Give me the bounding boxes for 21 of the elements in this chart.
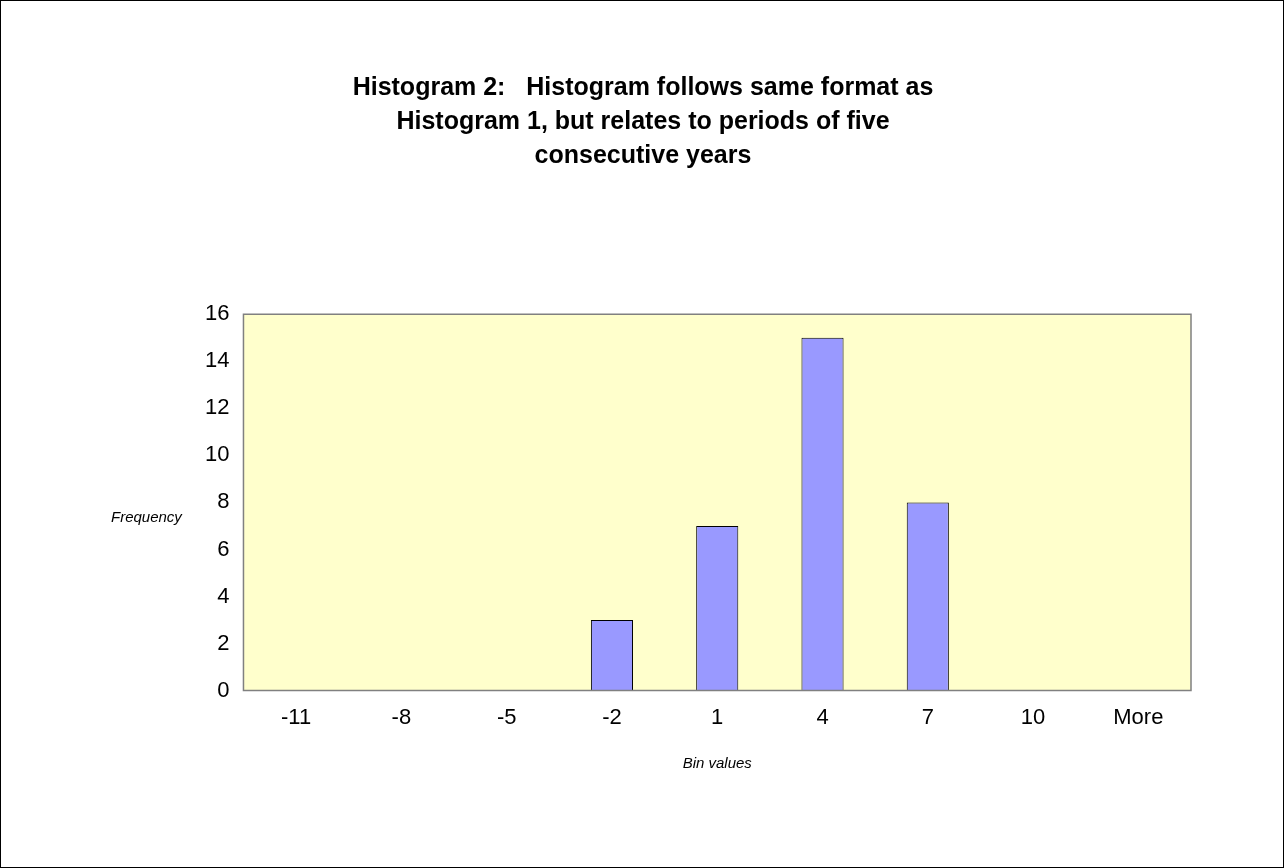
x-tick-label: 7 [921, 703, 934, 729]
y-axis-title: Frequency [111, 508, 182, 525]
y-tick-label: 4 [217, 582, 230, 608]
x-axis-title: Bin values [682, 754, 753, 772]
x-tick-label: -11 [281, 703, 312, 729]
y-tick-label: 0 [217, 676, 230, 702]
x-tick-label: -8 [391, 703, 412, 729]
chart-title: Histogram 2: Histogram follows same format as Histogram 1, but relates to periods of five consecutive years [351, 71, 935, 170]
x-tick-label: 1 [711, 703, 724, 729]
y-tick-label: 2 [217, 629, 230, 655]
x-tick-label: More [1113, 703, 1164, 729]
y-tick-label: 12 [204, 394, 230, 420]
x-tick-label: -5 [496, 703, 517, 729]
x-tick-label: -2 [602, 703, 622, 729]
x-tick-label: 10 [1020, 703, 1046, 729]
x-tick-label: 4 [816, 703, 829, 729]
y-tick-label: 6 [217, 535, 230, 561]
y-tick-label: 10 [204, 441, 230, 467]
y-tick-label: 16 [204, 300, 230, 326]
y-tick-label: 8 [217, 488, 230, 514]
y-tick-label: 14 [204, 347, 230, 373]
